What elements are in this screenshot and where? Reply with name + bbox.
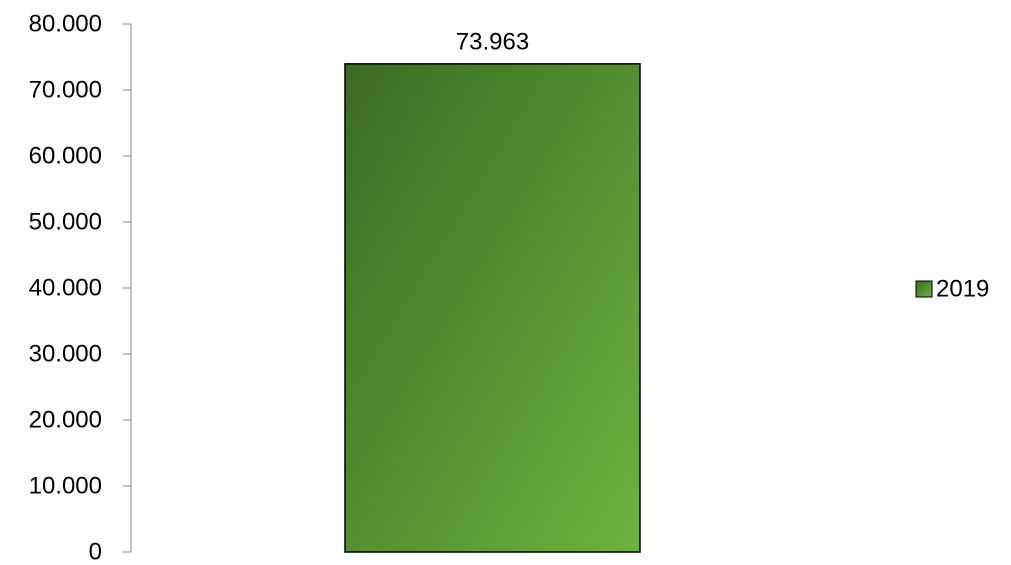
y-tick-label: 30.000 bbox=[29, 341, 102, 368]
y-tick-label: 0 bbox=[89, 539, 102, 565]
bar-2019 bbox=[344, 63, 641, 553]
y-tick-label: 80.000 bbox=[29, 11, 102, 38]
legend: 2019 bbox=[915, 276, 989, 303]
y-tick-label: 40.000 bbox=[29, 275, 102, 302]
y-tick-label: 20.000 bbox=[29, 407, 102, 434]
y-tick-label: 10.000 bbox=[29, 473, 102, 500]
y-tick-label: 70.000 bbox=[29, 77, 102, 104]
legend-label: 2019 bbox=[936, 276, 989, 303]
data-labels: 73.963 bbox=[456, 28, 529, 55]
y-tick-label: 50.000 bbox=[29, 209, 102, 236]
y-axis: 0 10.000 20.000 30.000 40.000 50.000 60.000 70.… bbox=[29, 11, 132, 565]
legend-swatch bbox=[915, 280, 933, 298]
bars bbox=[344, 63, 641, 553]
y-tick-label: 60.000 bbox=[29, 143, 102, 170]
bar-data-label: 73.963 bbox=[456, 28, 529, 55]
